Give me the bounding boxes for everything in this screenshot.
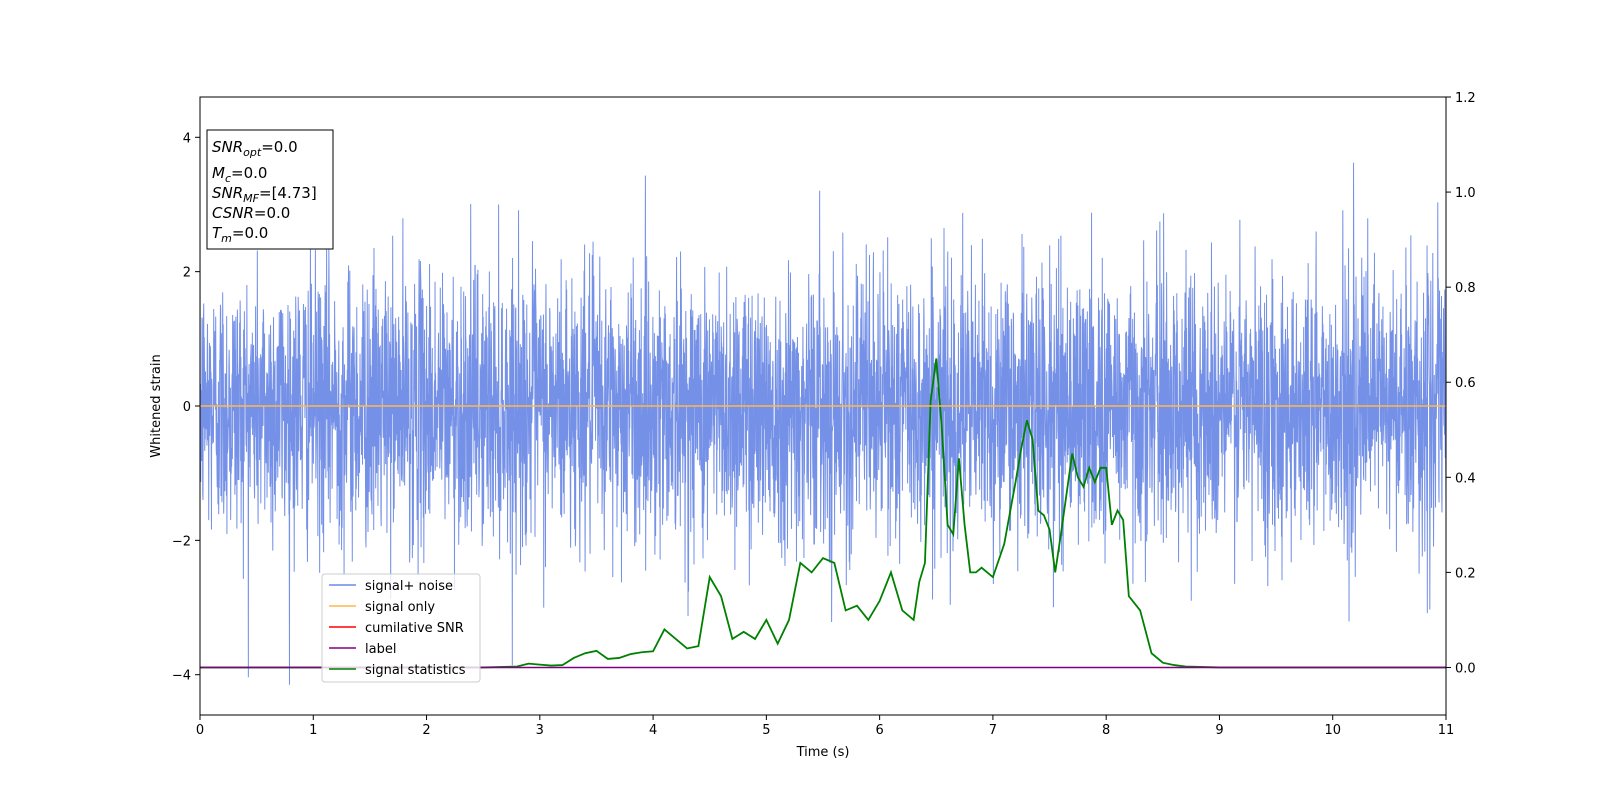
legend-label-label: label: [365, 642, 396, 657]
y-right-tick-label: 1.0: [1455, 186, 1476, 201]
y-axis-label: Whitened strain: [149, 354, 164, 457]
y-right-tick-label: 0.2: [1455, 566, 1476, 581]
legend: signal+ noise signal only cumilative SNR…: [321, 573, 481, 683]
info-snr-opt-symbol: SNR: [212, 138, 243, 156]
x-tick-label: 11: [1438, 723, 1455, 738]
y-tick-label: −4: [172, 669, 191, 684]
info-box-frame: [206, 129, 334, 250]
info-tm: Tm=0.0: [212, 224, 268, 245]
legend-label-signal-statistics: signal statistics: [365, 663, 466, 678]
info-snr-mf: SNRMF=[4.73]: [212, 184, 317, 205]
x-tick-label: 3: [536, 723, 544, 738]
info-tm-sub: m: [221, 232, 232, 245]
info-snr-opt-sub: opt: [243, 146, 262, 159]
x-tick-label: 1: [309, 723, 317, 738]
y-tick-label: −2: [172, 534, 191, 549]
info-snr-mf-symbol: SNR: [212, 184, 243, 202]
legend-frame: [321, 573, 481, 683]
noise-trace: [199, 162, 1447, 685]
info-snr-mf-value: =[4.73]: [259, 184, 317, 202]
legend-label-cumulative-snr: cumilative SNR: [365, 621, 464, 636]
noise-series: [199, 162, 1447, 685]
y-right-tick-label: 0.4: [1455, 471, 1476, 486]
info-mc: Mc=0.0: [212, 164, 267, 185]
info-csnr: CSNR=0.0: [212, 204, 290, 222]
legend-label-signal-only: signal only: [365, 600, 435, 615]
y-right-tick-label: 0.8: [1455, 281, 1476, 296]
y-right-tick-label: 0.0: [1455, 661, 1476, 676]
info-tm-symbol: T: [212, 224, 223, 242]
info-box: SNRopt=0.0 Mc=0.0 SNRMF=[4.73] CSNR=0.0 …: [206, 129, 334, 250]
info-snr-opt-value: =0.0: [261, 138, 297, 156]
info-mc-sub: c: [225, 172, 231, 185]
info-snr-opt: SNRopt=0.0: [212, 138, 298, 159]
info-csnr-value: =0.0: [254, 204, 290, 222]
x-tick-label: 9: [1215, 723, 1223, 738]
x-axis-label: Time (s): [796, 745, 850, 760]
x-tick-label: 8: [1102, 723, 1110, 738]
x-tick-label: 6: [875, 723, 883, 738]
x-tick-label: 10: [1324, 723, 1341, 738]
ticks-layer: 0 1 2 3 4 5 6 7 8 9 10 11 −4 −2 0 2 4 0.0 0.2 0.4 0.6 0.8 1.0 1…: [172, 91, 1476, 738]
info-mc-value: =0.0: [231, 164, 267, 182]
x-tick-label: 2: [422, 723, 430, 738]
y-tick-label: 2: [183, 266, 191, 281]
legend-label-noise: signal+ noise: [365, 579, 453, 594]
y-tick-label: 4: [183, 131, 191, 146]
x-tick-label: 0: [196, 723, 204, 738]
info-mc-symbol: M: [212, 164, 225, 182]
info-csnr-symbol: CSNR: [212, 204, 254, 222]
x-tick-label: 7: [989, 723, 997, 738]
series-signal-statistics: [200, 358, 1446, 669]
x-tick-label: 5: [762, 723, 770, 738]
y-right-tick-label: 0.6: [1455, 376, 1476, 391]
info-snr-mf-sub: MF: [243, 192, 259, 205]
y-tick-label: 0: [183, 400, 191, 415]
x-tick-label: 4: [649, 723, 657, 738]
info-tm-value: =0.0: [232, 224, 268, 242]
y-right-tick-label: 1.2: [1455, 91, 1476, 106]
